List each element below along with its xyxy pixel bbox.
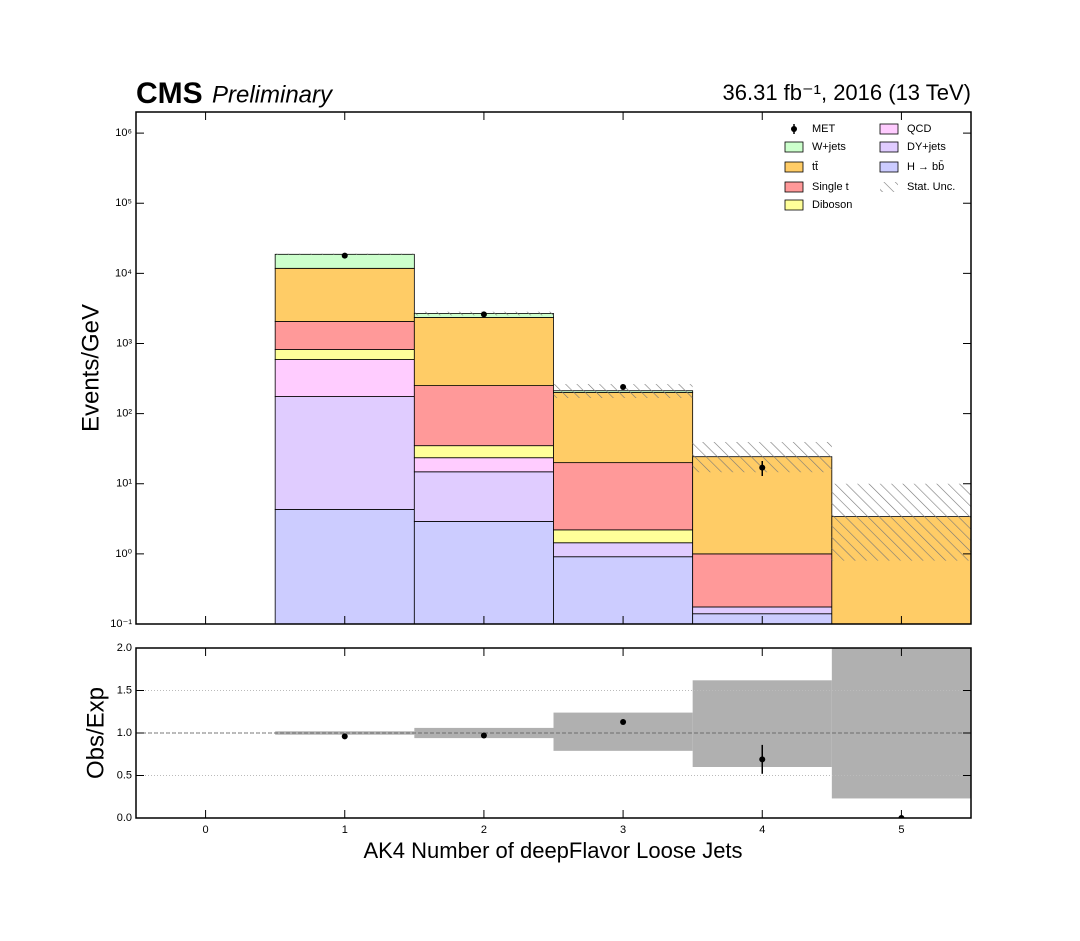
ratio-point: [620, 718, 627, 725]
ratio-point: [759, 756, 766, 763]
ratio-point: [480, 732, 487, 739]
legend-marker: [784, 181, 804, 193]
stat-unc-band: [831, 483, 971, 561]
legend-marker: [791, 126, 797, 132]
ratio-point: [341, 733, 348, 740]
x-tick-label: 5: [898, 824, 904, 836]
x-tick-label: 2: [481, 824, 487, 836]
stat-unc-band: [553, 384, 693, 399]
x-tick-label: 3: [620, 824, 626, 836]
bar-segment: [553, 556, 694, 624]
unc-band: [275, 731, 415, 735]
legend-label: Stat. Unc.: [907, 181, 955, 193]
main-plot: [274, 252, 971, 624]
chart-subtitle: Preliminary: [212, 81, 334, 108]
y-tick-label: 10⁻¹: [110, 618, 132, 630]
y-tick-label: 10²: [116, 408, 132, 420]
legend-marker: [784, 161, 804, 173]
data-point: [341, 252, 348, 259]
legend-marker: [879, 161, 899, 173]
bar-segment: [692, 606, 833, 615]
legend-label: H → bb̄: [907, 160, 944, 173]
x-tick-label: 4: [759, 824, 765, 836]
bar-segment: [553, 392, 694, 464]
y-tick-label: 10⁶: [115, 127, 132, 139]
bar-segment: [413, 317, 554, 387]
data-point: [620, 383, 627, 390]
bar-segment: [274, 396, 415, 510]
x-tick-label: 1: [342, 824, 348, 836]
y-axis-label: Obs/Exp: [82, 687, 109, 779]
ratio-plot: [136, 648, 971, 818]
unc-band: [831, 648, 971, 799]
bar-segment: [274, 359, 415, 397]
legend-marker: [784, 199, 804, 211]
legend-label: tt̄: [812, 161, 818, 173]
y-tick-label: 10⁵: [115, 197, 132, 209]
axes: 10⁻¹ 10⁰ 10¹ 10² 10³ 10⁴ 10⁵ 10⁶ MET W+jets tt̄ Sin…: [110, 111, 972, 836]
legend-marker: [784, 141, 804, 153]
bar-segment: [274, 349, 415, 360]
x-tick-label: 0: [203, 824, 209, 836]
legend-label: Single t: [812, 181, 849, 193]
legend-label: DY+jets: [907, 141, 946, 153]
bar-segment: [413, 471, 554, 522]
bar-segment: [553, 529, 694, 544]
unc-band: [553, 712, 693, 751]
lumi-label: 36.31 fb⁻¹, 2016 (13 TeV): [723, 80, 971, 105]
y-tick-label: 1.0: [117, 727, 132, 739]
y-tick-label: 0.5: [117, 769, 132, 781]
bar-segment: [274, 509, 415, 624]
data-point: [759, 464, 766, 471]
bar-segment: [553, 462, 694, 531]
bar-segment: [413, 385, 554, 447]
chart-title: CMS: [136, 77, 203, 110]
data-point: [480, 311, 487, 318]
y-tick-label: 10³: [116, 337, 132, 349]
legend-marker: [880, 182, 898, 192]
y-tick-label: 10⁰: [115, 548, 132, 560]
y-tick-label: 2.0: [117, 642, 132, 654]
y-axis-label: Events/GeV: [77, 304, 104, 432]
y-tick-label: 10⁴: [115, 267, 132, 279]
bar-segment: [274, 321, 415, 350]
y-tick-label: 1.5: [117, 684, 132, 696]
x-axis-label: AK4 Number of deepFlavor Loose Jets: [363, 838, 742, 863]
bar-segment: [553, 542, 694, 558]
bar-segment: [413, 445, 554, 459]
legend-label: MET: [812, 123, 836, 135]
plot-frame: [135, 647, 972, 819]
legend-marker: [879, 141, 899, 153]
legend-label: QCD: [907, 123, 932, 135]
y-tick-label: 10¹: [116, 478, 132, 490]
bar-segment: [413, 521, 554, 624]
y-tick-label: 0.0: [117, 812, 132, 824]
bar-segment: [274, 267, 415, 322]
plot-frame: [135, 111, 972, 625]
legend-label: Diboson: [812, 199, 852, 211]
legend-marker: [879, 123, 899, 135]
legend-label: W+jets: [812, 141, 846, 153]
bar-segment: [413, 457, 554, 473]
bar-segment: [692, 553, 833, 608]
